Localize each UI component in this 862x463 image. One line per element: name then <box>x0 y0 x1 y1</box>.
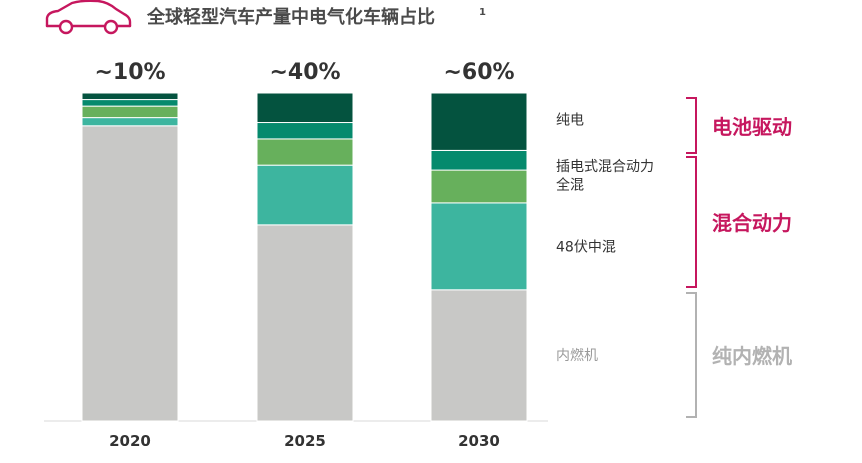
bar-total-labels: ~10% ~40% ~60% <box>94 60 514 85</box>
legend-label: 插电式混合动力 <box>556 159 654 175</box>
legend-label: 48伏中混 <box>556 239 616 255</box>
car-outline-icon <box>45 0 132 35</box>
group-bracket <box>686 156 697 288</box>
bar-segment <box>430 92 528 151</box>
bar-layer <box>81 92 528 422</box>
group-label: 纯内燃机 <box>712 344 792 368</box>
group-label: 电池驱动 <box>712 115 792 139</box>
title-footnote: 1 <box>479 7 486 18</box>
bar-total-label: ~60% <box>443 60 514 85</box>
bar-total-label: ~40% <box>269 60 340 85</box>
bar-segment <box>81 92 179 101</box>
bar-segment <box>430 149 528 171</box>
bar-segment <box>256 164 354 226</box>
bar-segment <box>81 125 179 422</box>
bar-segment <box>256 122 354 140</box>
bar-segment <box>430 289 528 422</box>
legend-label: 内燃机 <box>556 347 598 364</box>
x-tick-label: 2030 <box>458 432 500 450</box>
chart-title: 全球轻型汽车产量中电气化车辆占比 <box>146 6 435 28</box>
group-bracket <box>686 292 697 418</box>
bar-segment <box>256 138 354 166</box>
x-tick-label: 2020 <box>109 432 151 450</box>
bar-segment <box>430 202 528 291</box>
group-label: 混合动力 <box>712 211 792 235</box>
group-bracket <box>686 97 697 154</box>
bar-total-label: ~10% <box>94 60 165 85</box>
bar-segment <box>430 169 528 204</box>
bar-segment <box>256 92 354 124</box>
legend-label: 全混 <box>556 176 584 193</box>
bar-segment <box>81 99 179 107</box>
bar-segment <box>81 117 179 127</box>
x-tick-label: 2025 <box>284 432 326 450</box>
bar-segment <box>256 224 354 422</box>
bar-segment <box>81 105 179 119</box>
legend-label: 纯电 <box>556 113 584 129</box>
x-tick-labels: 2020 2025 2030 <box>109 432 500 450</box>
